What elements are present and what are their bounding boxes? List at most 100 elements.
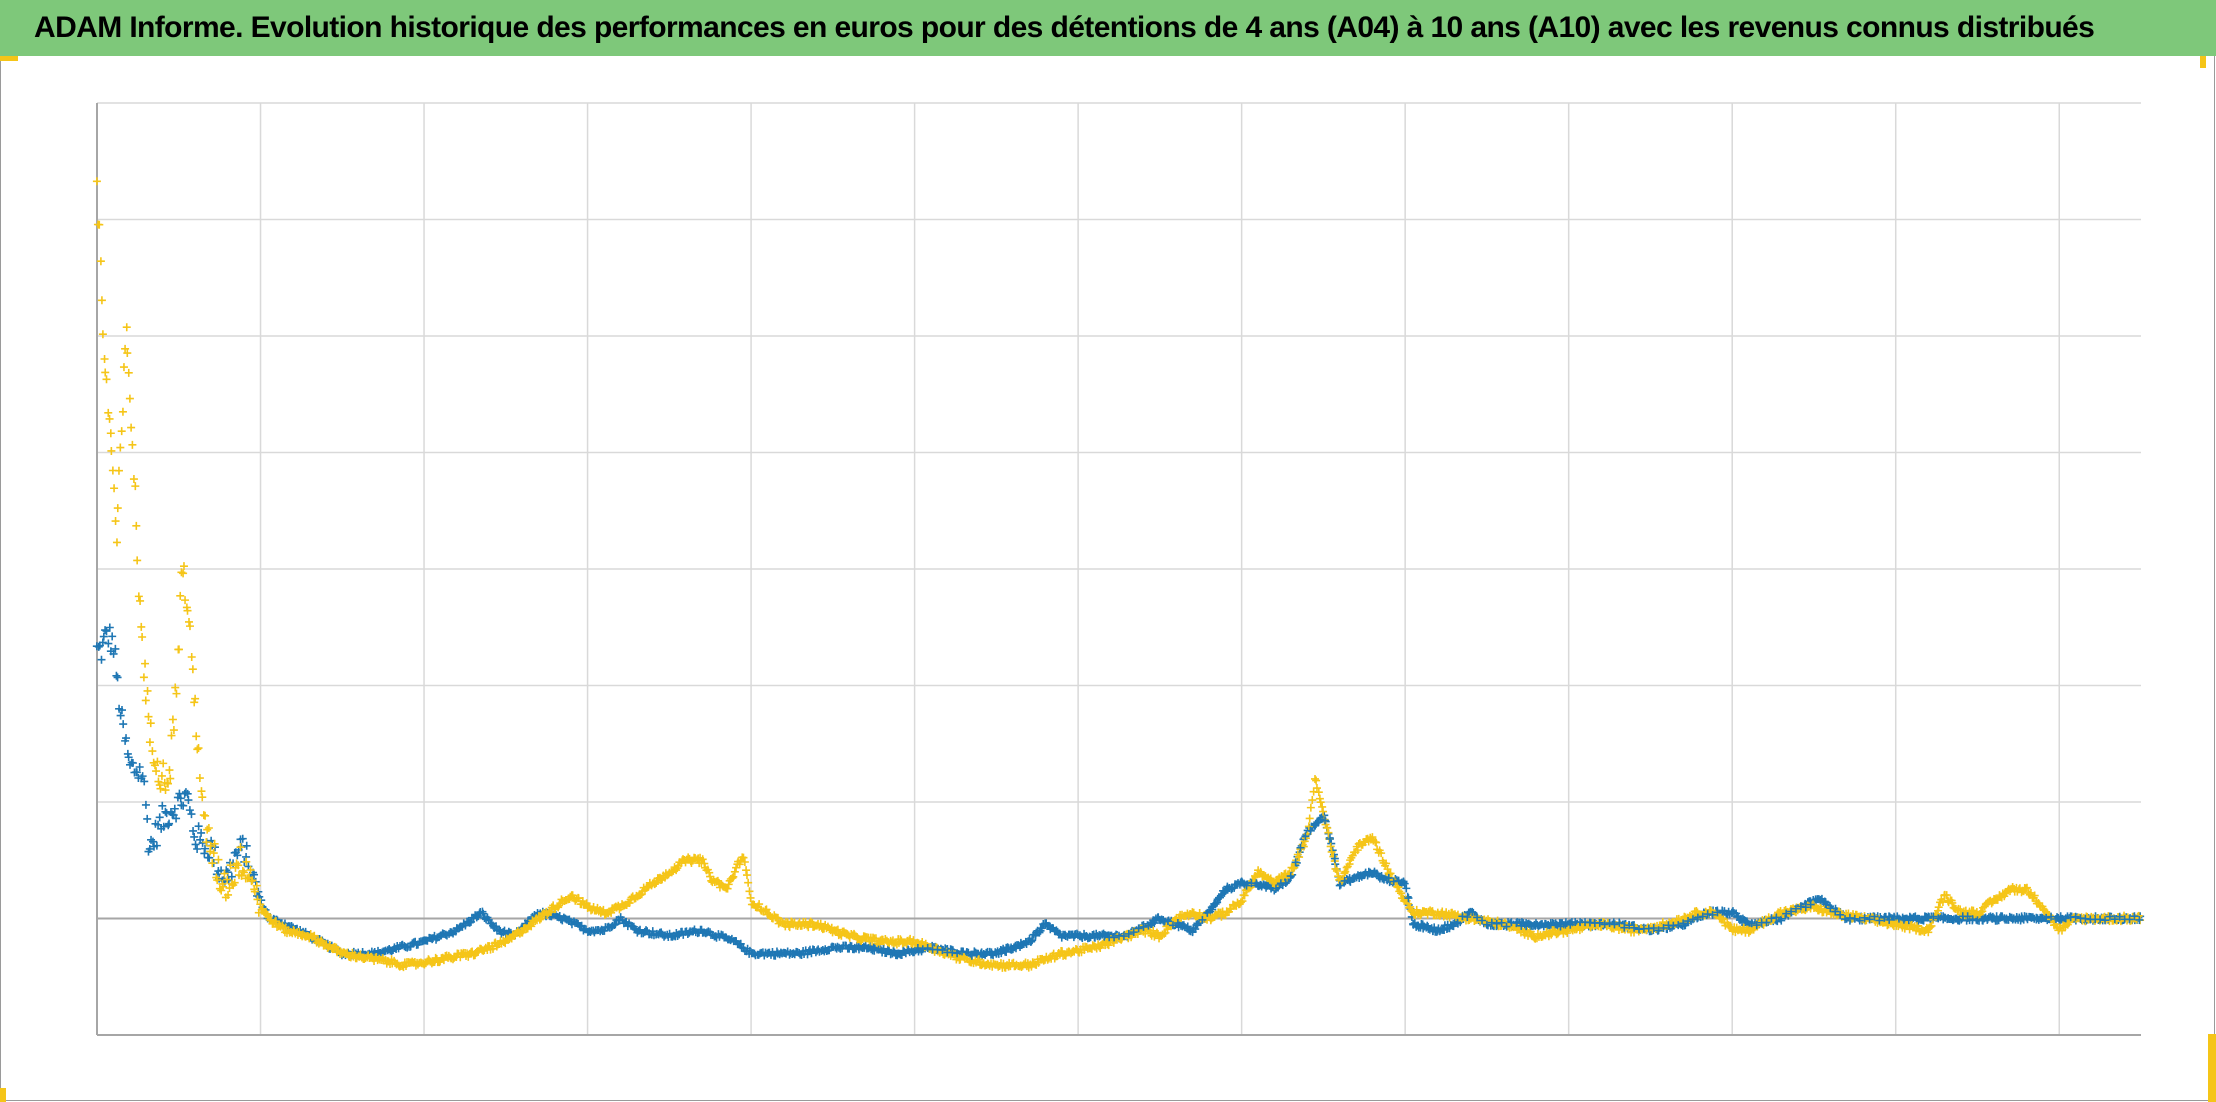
point-series-a — [1836, 910, 1845, 919]
point-series-a — [2115, 912, 2124, 921]
point-series-a — [1796, 902, 1805, 911]
point-series-b — [134, 592, 143, 601]
point-series-b — [95, 220, 104, 229]
point-series-b — [535, 915, 544, 924]
point-series-a — [165, 819, 174, 828]
corner-mark-bottom-left — [0, 1088, 6, 1102]
point-series-b — [974, 955, 983, 964]
point-series-a — [184, 796, 193, 805]
point-series-a — [117, 706, 126, 715]
point-series-a — [461, 921, 470, 930]
point-series-b — [742, 871, 751, 880]
point-series-b — [144, 712, 153, 721]
point-series-a — [101, 626, 110, 635]
point-series-a — [1909, 913, 1918, 922]
point-series-a — [1375, 872, 1383, 881]
point-series-a — [1291, 858, 1300, 867]
point-series-b — [128, 440, 137, 449]
point-series-a — [1551, 919, 1560, 928]
point-series-b — [1719, 914, 1728, 923]
point-series-a — [1777, 916, 1786, 925]
point-series-b — [746, 893, 755, 902]
point-series-a — [1659, 924, 1668, 933]
point-series-a — [1983, 915, 1992, 924]
point-series-a — [1934, 914, 1943, 923]
point-series-b — [181, 596, 190, 605]
point-series-a — [1816, 895, 1825, 904]
point-series-a — [1144, 921, 1153, 930]
point-series-a — [1183, 924, 1192, 933]
point-series-b — [236, 843, 245, 852]
point-series-a — [904, 945, 913, 954]
point-series-b — [1395, 887, 1404, 896]
point-series-a — [1419, 924, 1428, 933]
point-series-b — [172, 689, 181, 698]
point-series-b — [724, 880, 733, 889]
point-series-a — [1178, 921, 1187, 930]
point-series-a — [923, 944, 932, 953]
point-series-a — [190, 832, 199, 841]
point-series-a — [1752, 921, 1761, 930]
point-series-a — [227, 872, 236, 881]
point-series-a — [1330, 854, 1339, 863]
point-series-b — [1304, 822, 1313, 831]
point-series-a — [1124, 929, 1133, 938]
point-series-a — [1301, 832, 1310, 841]
point-series-b — [159, 759, 168, 768]
point-series-b — [116, 443, 125, 452]
point-series-a — [1944, 914, 1953, 923]
point-series-b — [1416, 911, 1425, 920]
point-series-a — [673, 931, 682, 940]
point-series-a — [972, 949, 981, 958]
point-series-a — [1615, 918, 1624, 927]
point-series-a — [1610, 920, 1619, 929]
point-series-a — [899, 947, 908, 956]
point-series-a — [191, 840, 200, 849]
point-series-a — [1232, 880, 1241, 889]
point-series-b — [1428, 907, 1437, 916]
point-series-b — [204, 824, 213, 833]
point-series-b — [1104, 941, 1113, 950]
point-series-b — [157, 771, 166, 780]
point-series-b — [129, 475, 138, 484]
point-series-a — [152, 841, 161, 850]
point-series-b — [145, 738, 154, 747]
point-series-a — [1453, 918, 1462, 927]
point-series-a — [1379, 874, 1388, 883]
point-series-a — [1855, 916, 1864, 925]
point-series-b — [97, 296, 106, 305]
point-series-a — [1036, 926, 1045, 935]
point-series-a — [2042, 913, 2051, 922]
point-series-b — [185, 617, 194, 626]
point-series-b — [1290, 863, 1299, 872]
point-series-a — [1090, 933, 1099, 942]
point-series-a — [1688, 915, 1697, 924]
point-series-a — [1355, 871, 1364, 880]
point-series-a — [1693, 913, 1702, 922]
point-series-b — [164, 779, 173, 788]
point-series-b — [1377, 849, 1386, 858]
point-series-b — [194, 744, 203, 753]
point-series-a — [1875, 916, 1884, 925]
point-series-b — [1926, 922, 1935, 931]
point-series-b — [136, 596, 145, 605]
point-series-a — [611, 920, 620, 929]
point-series-a — [1679, 919, 1688, 928]
point-series-a — [894, 949, 903, 958]
point-series-a — [1939, 912, 1948, 921]
series-a-overlay-points — [845, 815, 2144, 960]
point-series-a — [1747, 919, 1756, 928]
point-series-a — [1527, 921, 1536, 930]
point-series-a — [1718, 907, 1727, 916]
point-series-a — [1110, 933, 1119, 942]
point-series-b — [209, 849, 218, 858]
point-series-a — [1271, 884, 1280, 893]
point-series-b — [117, 427, 126, 436]
point-series-a — [189, 826, 198, 835]
point-series-a — [2130, 912, 2139, 921]
point-series-a — [2061, 914, 2070, 923]
point-series-a — [124, 753, 133, 762]
point-series-a — [1252, 879, 1261, 888]
point-series-a — [159, 822, 168, 831]
point-series-a — [1046, 925, 1055, 934]
